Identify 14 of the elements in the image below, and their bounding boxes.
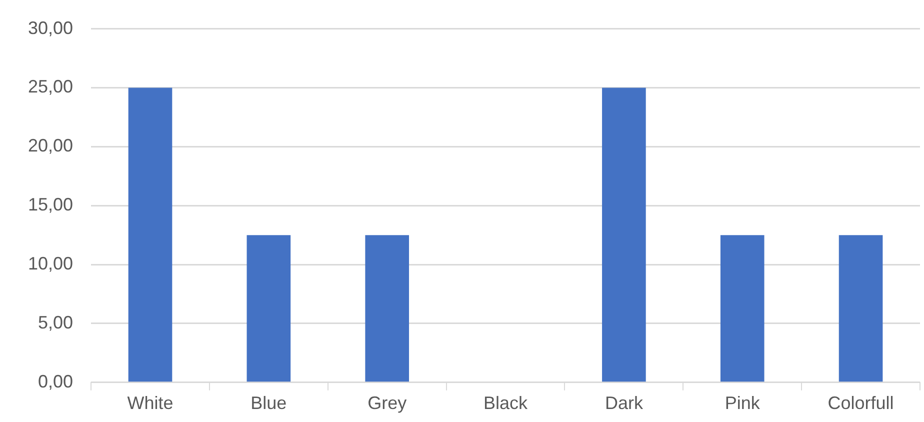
y-tick-label: 10,00: [28, 254, 74, 274]
x-tick-label: White: [127, 393, 174, 414]
y-tick-label: 5,00: [38, 312, 74, 332]
y-tick-label: 30,00: [28, 18, 74, 38]
y-tick-label: 25,00: [28, 76, 74, 97]
y-tick-label: 0,00: [38, 371, 74, 392]
x-tick-label: Blue: [250, 393, 287, 414]
y-tick-label: 20,00: [28, 136, 74, 156]
x-tick-label: Black: [484, 393, 529, 414]
x-tick-label: Colorfull: [828, 393, 894, 414]
x-tick-label: Dark: [604, 393, 644, 414]
x-tick-label: Pink: [724, 393, 761, 414]
y-tick-label: 15,00: [28, 194, 74, 215]
x-tick-label: Grey: [368, 393, 407, 414]
